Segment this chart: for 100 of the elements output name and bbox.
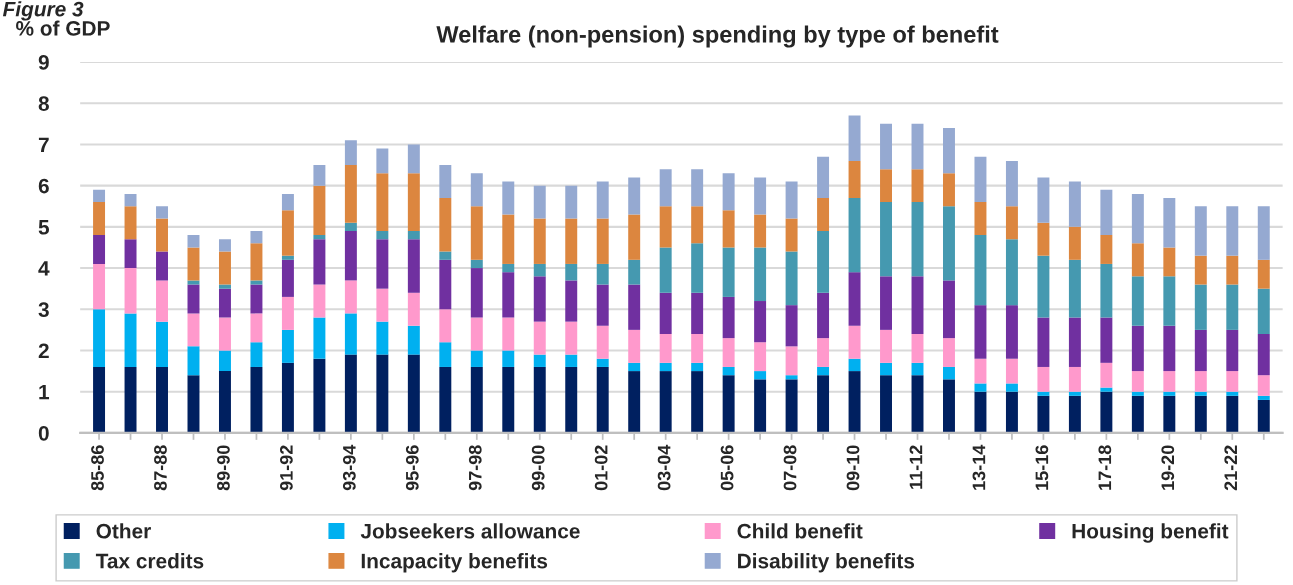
bar bbox=[911, 169, 924, 203]
bar bbox=[218, 284, 231, 289]
bar bbox=[218, 317, 231, 351]
bar bbox=[1068, 181, 1081, 227]
bar bbox=[659, 247, 672, 293]
bar bbox=[281, 255, 294, 260]
bar bbox=[187, 346, 200, 376]
bar bbox=[943, 338, 955, 367]
x-tick-label: 15-16 bbox=[1035, 445, 1049, 490]
x-tick-label: 05-06 bbox=[720, 445, 734, 491]
bar bbox=[785, 379, 798, 433]
bar bbox=[313, 284, 326, 318]
bar bbox=[344, 165, 357, 223]
bar bbox=[1131, 276, 1144, 326]
bar bbox=[1194, 206, 1207, 256]
bar bbox=[470, 366, 483, 433]
bar bbox=[943, 127, 955, 174]
y-tick-label: 2 bbox=[38, 343, 49, 359]
bar bbox=[1037, 391, 1050, 396]
bar bbox=[817, 375, 830, 433]
bar bbox=[691, 334, 704, 363]
bar bbox=[407, 325, 420, 355]
y-tick-label: 4 bbox=[38, 261, 50, 276]
bar bbox=[1226, 391, 1239, 396]
bar bbox=[502, 181, 515, 215]
bar bbox=[344, 140, 357, 166]
bar bbox=[596, 218, 609, 264]
bar bbox=[1163, 371, 1176, 392]
bar bbox=[565, 263, 578, 281]
y-axis-title: % of GDP bbox=[16, 20, 110, 36]
bar bbox=[502, 317, 515, 351]
bar bbox=[596, 284, 609, 326]
bar bbox=[974, 391, 987, 433]
bar bbox=[439, 342, 452, 367]
bar bbox=[691, 243, 704, 293]
bar bbox=[1005, 305, 1018, 359]
bar bbox=[596, 366, 609, 433]
legend-label: Jobseekers allowance bbox=[360, 523, 580, 539]
bar bbox=[156, 218, 168, 252]
bar bbox=[1131, 371, 1144, 392]
bar bbox=[93, 309, 106, 367]
legend-label: Housing benefit bbox=[1072, 523, 1229, 543]
bar bbox=[911, 202, 924, 277]
x-tick-label: 89-90 bbox=[217, 445, 230, 491]
bar bbox=[1037, 222, 1050, 256]
bar bbox=[502, 366, 515, 433]
bar bbox=[817, 198, 830, 231]
x-tick-label: 09-10 bbox=[846, 445, 860, 491]
bar bbox=[1037, 317, 1050, 367]
bar bbox=[376, 288, 389, 322]
bar bbox=[1163, 395, 1176, 433]
x-tick-label: 99-00 bbox=[531, 445, 545, 491]
bar bbox=[659, 334, 672, 363]
bar bbox=[754, 342, 767, 372]
bar bbox=[156, 280, 168, 322]
bar bbox=[974, 383, 987, 392]
bar bbox=[1068, 226, 1081, 260]
bar bbox=[533, 321, 546, 355]
bar bbox=[848, 160, 861, 198]
bar bbox=[596, 263, 609, 285]
bar bbox=[1257, 288, 1270, 334]
bar bbox=[754, 301, 767, 343]
bar bbox=[659, 292, 672, 334]
bar bbox=[1163, 247, 1176, 277]
bar bbox=[1257, 334, 1270, 376]
bar bbox=[691, 292, 704, 334]
bar bbox=[1037, 366, 1050, 392]
bar bbox=[1068, 317, 1081, 367]
bar bbox=[880, 329, 892, 363]
legend-label: Tax credits bbox=[95, 553, 204, 569]
bar bbox=[754, 379, 767, 433]
bar bbox=[785, 251, 798, 306]
bar bbox=[250, 243, 263, 281]
bar bbox=[974, 358, 987, 384]
bar bbox=[974, 235, 987, 306]
bar bbox=[848, 272, 861, 326]
bar bbox=[1194, 371, 1207, 392]
bar bbox=[943, 379, 955, 433]
bar bbox=[628, 284, 641, 330]
legend-label: Incapacity benefits bbox=[361, 553, 548, 573]
bar bbox=[1100, 263, 1113, 318]
bar bbox=[502, 263, 515, 273]
bar bbox=[502, 272, 515, 318]
bar bbox=[313, 239, 326, 285]
x-tick-label: 21-22 bbox=[1224, 445, 1237, 491]
bar bbox=[943, 173, 955, 207]
bar bbox=[407, 144, 420, 174]
bar bbox=[691, 206, 704, 244]
bar bbox=[1068, 259, 1081, 318]
bar bbox=[376, 148, 389, 174]
bar bbox=[628, 177, 641, 215]
bar bbox=[1163, 391, 1176, 396]
bar bbox=[344, 230, 357, 281]
bar bbox=[1005, 239, 1018, 306]
x-tick-label: 97-98 bbox=[468, 445, 482, 491]
bar bbox=[659, 206, 672, 248]
bar bbox=[376, 173, 389, 231]
bar bbox=[1226, 371, 1239, 392]
bar bbox=[1131, 243, 1144, 277]
x-tick-label: 17-18 bbox=[1098, 445, 1112, 490]
